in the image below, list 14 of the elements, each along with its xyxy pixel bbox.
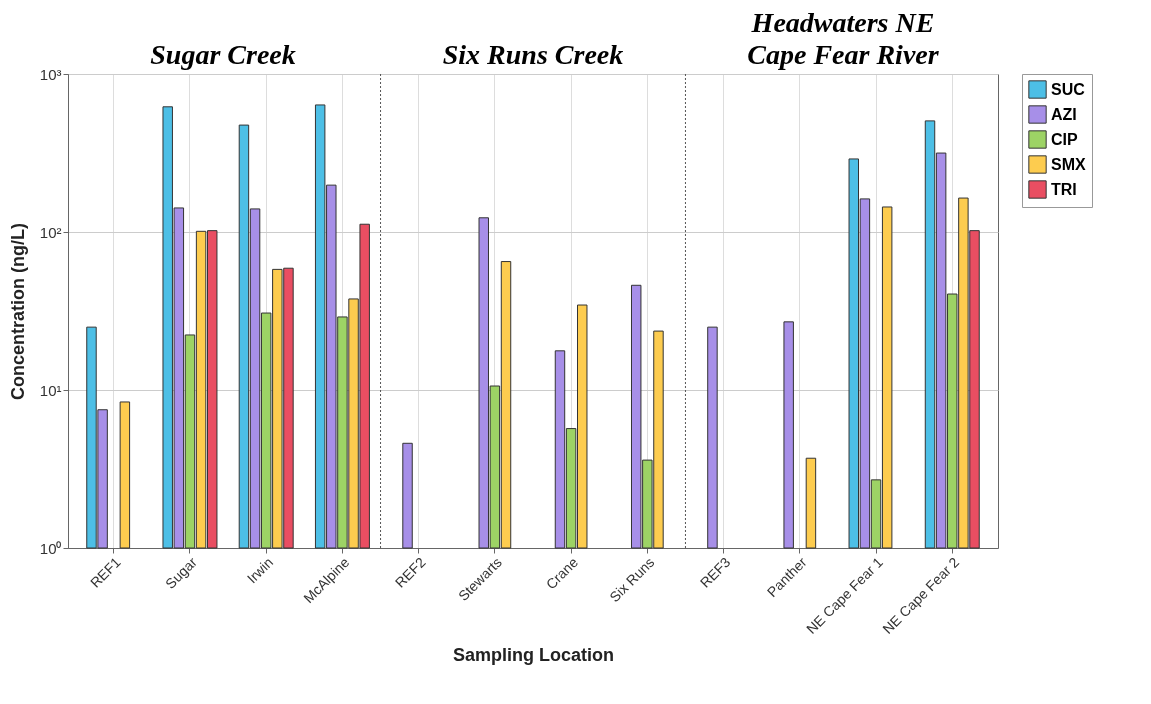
x-axis-title: Sampling Location	[452, 644, 615, 665]
y-tick-label: 10¹	[39, 381, 62, 399]
legend-label: SMX	[1051, 155, 1086, 173]
legend-label: CIP	[1051, 130, 1078, 148]
y-tick-label: 10⁰	[39, 539, 62, 557]
y-tick-label: 10³	[39, 65, 62, 83]
text: Six Runs Creek	[442, 39, 624, 70]
text: Headwaters NE Cape Fear River	[747, 7, 940, 70]
legend-label: TRI	[1051, 180, 1077, 198]
y-axis-title: Concentration (ng/L)	[7, 223, 28, 400]
text: Sugar Creek	[150, 39, 296, 70]
legend-label: SUC	[1051, 80, 1086, 98]
y-tick-label: 10²	[39, 223, 62, 241]
legend-label: AZI	[1051, 105, 1077, 123]
